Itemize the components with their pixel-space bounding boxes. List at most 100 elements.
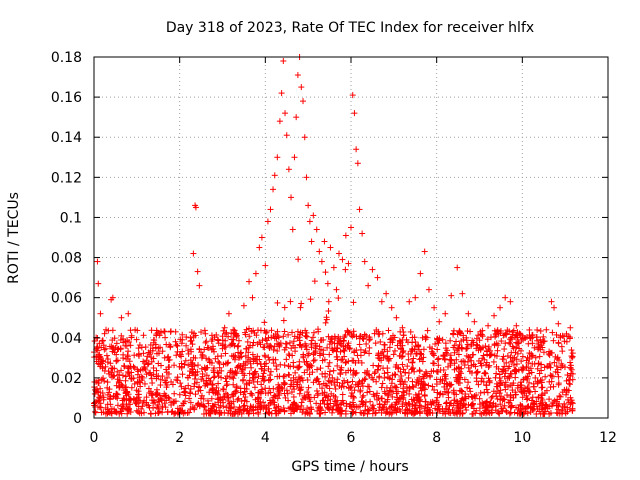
scatter-point [497,327,504,334]
scatter-point [441,383,448,390]
scatter-point [525,387,532,394]
scatter-point [526,379,533,386]
scatter-point [305,384,312,391]
scatter-point [405,356,412,363]
scatter-point [277,406,284,413]
scatter-point [391,383,398,390]
scatter-point [99,364,106,371]
scatter-point [133,387,140,394]
chart-title: Day 318 of 2023, Rate Of TEC Index for r… [166,20,534,36]
scatter-point [310,379,317,386]
scatter-point [378,384,385,391]
scatter-point [238,368,245,375]
scatter-point [107,360,114,367]
scatter-point [421,408,428,415]
scatter-point [310,212,317,219]
scatter-point [110,373,117,380]
scatter-point [127,409,134,416]
scatter-point [286,339,293,346]
scatter-point [93,345,100,352]
scatter-point [300,354,307,361]
scatter-point [412,391,419,398]
scatter-point [122,373,129,380]
scatter-point [326,359,333,366]
scatter-point [466,385,473,392]
scatter-point [443,399,450,406]
scatter-point [356,341,363,348]
scatter-point [542,402,549,409]
scatter-point [198,392,205,399]
scatter-point [369,410,376,417]
scatter-point [198,376,205,383]
scatter-point [187,389,194,396]
scatter-point [482,343,489,350]
scatter-point [362,399,369,406]
scatter-point [312,345,319,352]
scatter-point [321,389,328,396]
scatter-point [529,331,536,338]
scatter-point [535,343,542,350]
scatter-point [191,406,198,413]
scatter-point [105,370,112,377]
scatter-point [473,407,480,414]
scatter-point [150,371,157,378]
scatter-point [106,343,113,350]
scatter-point [105,409,112,416]
scatter-point [512,332,519,339]
scatter-point [554,398,561,405]
scatter-point [321,400,328,407]
scatter-point [553,363,560,370]
scatter-point [491,341,498,348]
scatter-point [228,341,235,348]
scatter-point [322,409,329,416]
scatter-point [135,345,142,352]
scatter-point [342,359,349,366]
scatter-point [156,392,163,399]
scatter-point [147,341,154,348]
scatter-point [242,394,249,401]
scatter-point [342,232,349,239]
scatter-point [366,372,373,379]
scatter-point [225,333,232,340]
scatter-point [242,329,249,336]
scatter-point [508,403,515,410]
scatter-point [309,369,316,376]
scatter-point [324,280,331,287]
scatter-point [241,402,248,409]
scatter-point [124,368,131,375]
scatter-point [435,401,442,408]
scatter-point [187,334,194,341]
scatter-point [427,373,434,380]
scatter-point [430,400,437,407]
scatter-point [443,405,450,412]
scatter-point [536,370,543,377]
scatter-point [385,327,392,334]
scatter-point [285,351,292,358]
scatter-point [310,349,317,356]
scatter-point [241,388,248,395]
scatter-point [534,365,541,372]
scatter-point [210,374,217,381]
scatter-point [254,360,261,367]
scatter-point [412,343,419,350]
scatter-point [412,339,419,346]
scatter-point [315,328,322,335]
scatter-point [492,402,499,409]
scatter-point [428,348,435,355]
scatter-point [211,334,218,341]
scatter-point [162,334,169,341]
scatter-point [430,352,437,359]
scatter-point [460,332,467,339]
scatter-point [173,376,180,383]
scatter-point [219,386,226,393]
scatter-point [164,374,171,381]
scatter-point [539,344,546,351]
scatter-point [454,264,461,271]
points-layer [91,54,576,417]
scatter-point [234,396,241,403]
scatter-point [416,375,423,382]
scatter-point [365,282,372,289]
scatter-point [537,327,544,334]
